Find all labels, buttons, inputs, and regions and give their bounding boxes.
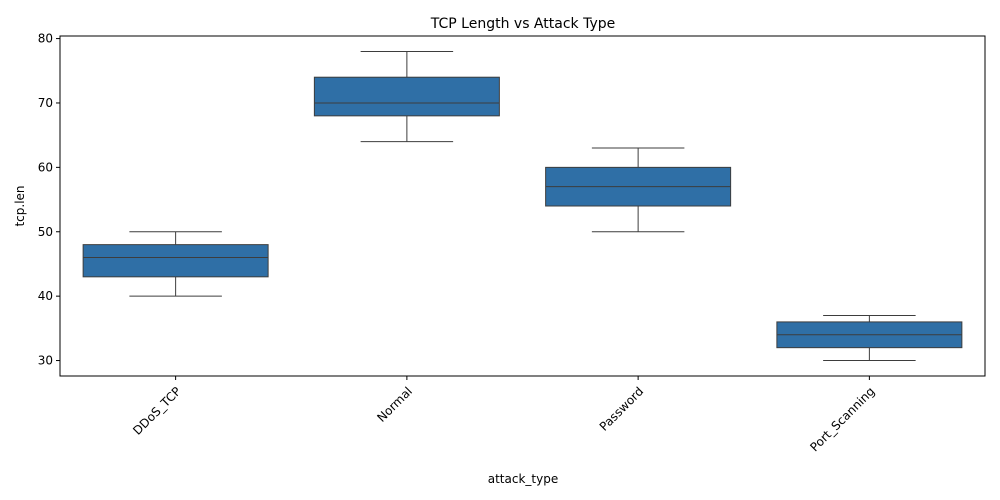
x-tick-label: Password [597,384,647,434]
y-axis: 30 40 50 60 70 80 [38,32,60,368]
box-Password [545,147,732,233]
x-tick-label: Port_Scanning [807,384,877,454]
plot-frame [59,35,986,377]
x-tick-label: Normal [374,384,415,425]
iqr-box [313,76,500,117]
iqr-box [82,244,269,278]
y-tick-label: 50 [38,225,53,239]
box-Port_Scanning [776,314,963,362]
x-tick-label: DDoS_TCP [130,384,184,438]
box-Normal [313,50,500,143]
y-tick-label: 70 [38,96,53,110]
y-tick-label: 60 [38,160,53,174]
y-tick-label: 30 [38,354,53,368]
x-axis: DDoS_TCP Normal Password Port_Scanning [130,376,877,454]
chart-title: TCP Length vs Attack Type [430,16,615,32]
y-tick-label: 40 [38,289,53,303]
x-axis-label: attack_type [488,472,558,486]
y-axis-label: tcp.len [13,185,27,226]
plot-boxes [82,50,963,362]
box-DDoS_TCP [82,231,269,297]
y-tick-label: 80 [38,32,53,46]
